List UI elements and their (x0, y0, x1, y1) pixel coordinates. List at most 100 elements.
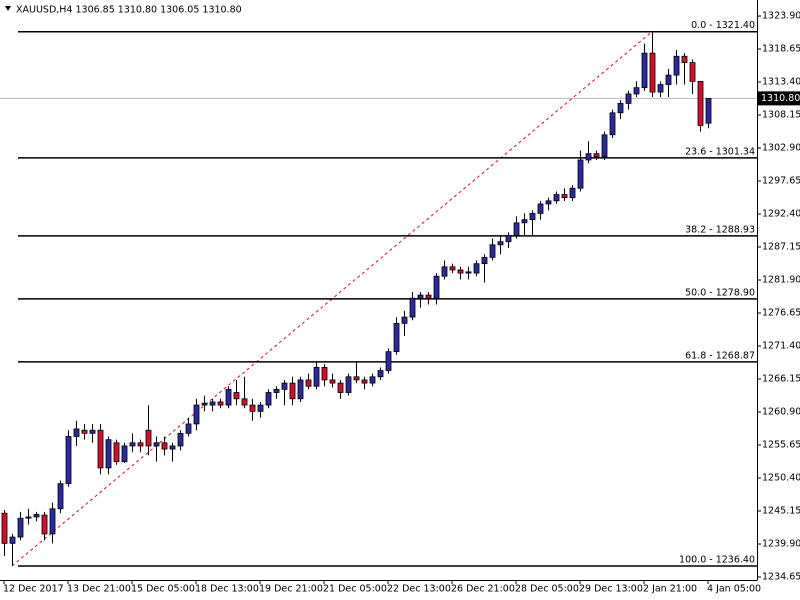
candle-body (265, 392, 272, 406)
symbol-icon (5, 6, 11, 11)
candle-body (337, 382, 344, 393)
candle-body (281, 382, 288, 390)
candle-body (609, 112, 616, 136)
candle-body (561, 194, 568, 199)
y-tick-label: 1308.15 (762, 110, 800, 121)
candle-body (417, 294, 424, 299)
candle-body (457, 269, 464, 274)
candle-body (377, 370, 384, 378)
candle-body (673, 55, 680, 76)
candle-body (705, 97, 712, 124)
y-tick-label: 1250.40 (762, 472, 800, 483)
candle-body (505, 234, 512, 243)
x-tick-label: 29 Dec 13:00 (579, 584, 643, 595)
candle-body (177, 432, 184, 447)
x-tick-label: 22 Dec 13:00 (387, 584, 451, 595)
candle-body (449, 266, 456, 271)
x-tick-label: 21 Dec 05:00 (323, 584, 387, 595)
candle-body (625, 93, 632, 104)
candle-body (257, 404, 264, 412)
candle-body (697, 80, 704, 126)
y-tick-label: 1245.15 (762, 505, 800, 516)
candle-body (473, 263, 480, 274)
x-tick-label: 2 Jan 21:00 (643, 584, 697, 595)
candle-body (185, 423, 192, 434)
candle-body (297, 379, 304, 400)
candle-body (665, 74, 672, 85)
candle-body (153, 442, 160, 447)
candle-body (513, 222, 520, 236)
y-tick-label: 1292.40 (762, 209, 800, 220)
candle-body (217, 401, 224, 406)
candle-body (361, 379, 368, 384)
candle-body (161, 442, 168, 450)
candle-body (273, 388, 280, 393)
candle-body (313, 366, 320, 387)
candle-body (657, 84, 664, 93)
candle-body (89, 429, 96, 434)
candle-body (241, 398, 248, 406)
y-tick-label: 1287.15 (762, 242, 800, 253)
candle-body (393, 322, 400, 353)
x-tick-label: 18 Dec 13:00 (195, 584, 259, 595)
candle-body (25, 516, 32, 519)
price-label: 1310.80 (761, 93, 800, 104)
candle-body (289, 382, 296, 400)
candle-body (201, 402, 208, 406)
candle-body (1, 512, 8, 544)
candle-body (121, 445, 128, 463)
candle-body (41, 514, 48, 535)
candle-body (553, 194, 560, 202)
candle-body (521, 219, 528, 224)
candle-body (145, 429, 152, 447)
candle-body (305, 379, 312, 387)
x-tick-label: 13 Dec 21:00 (67, 584, 131, 595)
candle-body (137, 442, 144, 447)
candle-body (593, 153, 600, 158)
candle-body (321, 366, 328, 381)
candle-body (105, 439, 112, 469)
candle-body (401, 316, 408, 324)
candle-body (353, 376, 360, 381)
y-tick-label: 1281.90 (762, 275, 800, 286)
y-tick-label: 1239.90 (762, 538, 800, 549)
candle-body (17, 517, 24, 538)
candle-body (169, 445, 176, 450)
y-tick-label: 1266.15 (762, 373, 800, 384)
x-tick-label: 12 Dec 2017 (3, 584, 64, 595)
candle-body (113, 442, 120, 463)
candle-body (385, 351, 392, 371)
candle-body (369, 376, 376, 384)
candle-body (425, 294, 432, 299)
candle-body (97, 429, 104, 469)
candle-body (481, 256, 488, 265)
candle-body (209, 401, 216, 406)
candle-body (9, 536, 16, 544)
x-tick-label: 4 Jan 05:00 (707, 584, 761, 595)
x-tick-label: 26 Dec 21:00 (451, 584, 515, 595)
candle-body (441, 266, 448, 277)
candle-body (409, 297, 416, 318)
candle-body (633, 87, 640, 95)
fib-label: 38.2 - 1288.93 (685, 224, 755, 235)
candle-body (73, 428, 80, 437)
y-tick-label: 1255.65 (762, 439, 800, 450)
candle-body (345, 376, 352, 393)
y-tick-label: 1234.65 (762, 571, 800, 582)
y-tick-label: 1271.40 (762, 341, 800, 352)
x-tick-label: 28 Dec 05:00 (515, 584, 579, 595)
candle-body (193, 404, 200, 425)
candle-body (537, 203, 544, 214)
candle-body (57, 483, 64, 510)
fib-label: 0.0 - 1321.40 (691, 20, 755, 31)
x-tick-label: 15 Dec 05:00 (131, 584, 195, 595)
fib-label: 23.6 - 1301.34 (685, 146, 755, 157)
candle-body (233, 392, 240, 400)
y-tick-label: 1302.90 (762, 143, 800, 154)
y-tick-label: 1297.65 (762, 176, 800, 187)
x-tick-label: 19 Dec 21:00 (259, 584, 323, 595)
candle-body (529, 212, 536, 221)
